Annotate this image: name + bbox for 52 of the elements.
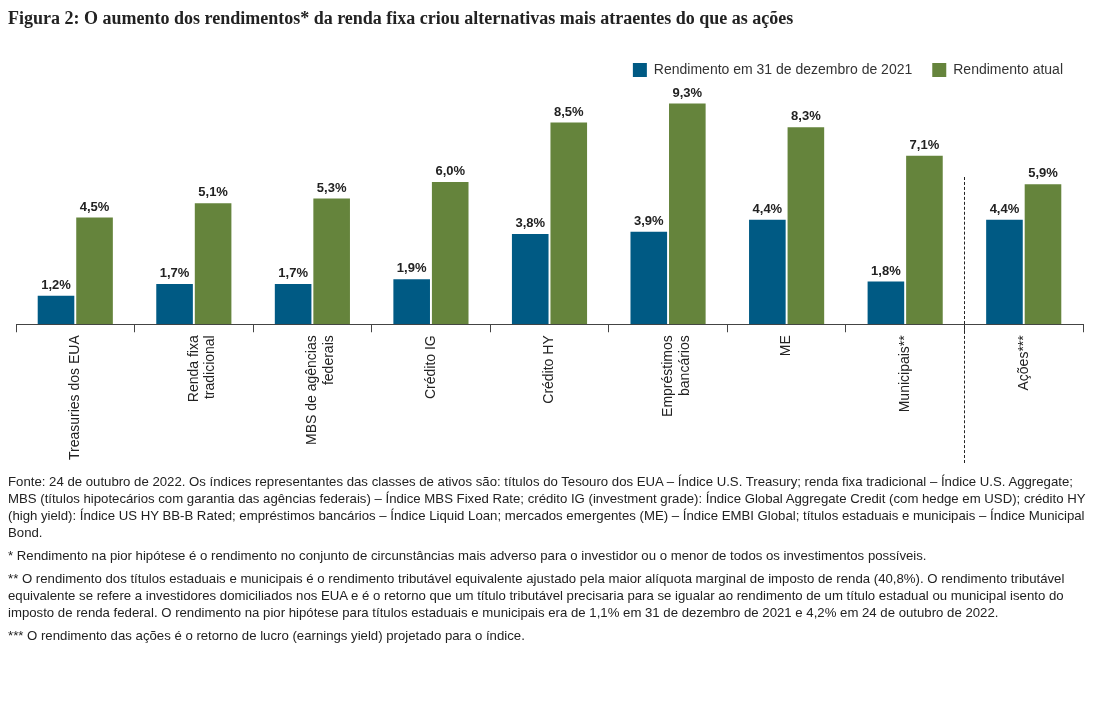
data-label: 9,3% — [672, 84, 703, 100]
data-label: 4,5% — [79, 198, 110, 214]
bar — [431, 181, 469, 325]
bar — [1024, 184, 1062, 325]
bar — [630, 231, 668, 325]
data-label: 1,8% — [871, 262, 902, 278]
x-tick-label: Municipais** — [896, 334, 913, 413]
data-label: 8,3% — [791, 108, 822, 124]
data-label: 4,4% — [752, 200, 783, 216]
bar — [274, 283, 312, 325]
x-tick-label: Renda fixa tradicional — [184, 335, 218, 403]
text: * Rendimento na pior hipótese é o rendimento no conjunto de circunstâncias mais adverso para o investidor ou o menor de todos os investimentos possíveis. — [8, 547, 928, 564]
legend-label: Rendimento em 31 de dezembro de 2021 — [653, 60, 913, 77]
bar — [393, 279, 430, 325]
legend-label: Rendimento atual — [953, 60, 1064, 77]
data-label: 3,9% — [633, 212, 665, 228]
source-note: Fonte: 24 de outubro de 2022. Os índices representantes das classes de ativos são: títulos do Tesouro dos EUA – Índice U.S. Treasury; renda fixa tradicional – Índice U.S. Aggregate; MBS (títulos hipotecários com garantia das agências federais) – Índice MBS Fixed Rate; crédito IG (investment grade): Índice Global Aggregate Credit (com hedge em USD); crédito HY (high yield): Índice US HY BB-B Rated; empréstimos bancários – Índice Liquid Loan; mercados emergentes (ME) – Índice EMBI Global; títulos estaduais e municipais – Índice Municipal Bond. — [8, 473, 1087, 541]
bar — [867, 281, 905, 325]
data-label: 7,1% — [909, 136, 940, 152]
data-label: 1,2% — [41, 276, 72, 292]
bar — [76, 217, 113, 325]
bar — [156, 283, 193, 325]
x-tick-label: Ações*** — [1014, 334, 1031, 391]
x-tick-label: Treasuries dos EUA — [66, 334, 83, 460]
bar — [986, 219, 1023, 325]
x-tick-label: MBS de agências federais — [303, 335, 337, 445]
data-label: 5,1% — [198, 184, 229, 200]
data-label: 1,9% — [396, 260, 427, 276]
bar — [313, 198, 350, 325]
data-label: 3,8% — [515, 215, 546, 231]
data-label: 1,7% — [278, 265, 309, 280]
x-tick-label: Crédito IG — [421, 335, 438, 400]
text: *** O rendimento das ações é o retorno de lucro (earnings yield) projetado para o índice. — [8, 627, 526, 644]
data-label: 5,9% — [1028, 165, 1059, 181]
bar — [749, 219, 786, 325]
bar — [550, 122, 588, 325]
text: ** O rendimento dos títulos estaduais e municipais é o rendimento tributável equivalente ajustado pela maior alíquota marginal de imposto de renda (40,8%). O rendimento tributável equivalente se refere a investidores domiciliados nos EUA e é o retorno que um título tributável precisaria para se igualar ao rendimento de um título estadual ou municipal isento do imposto de renda federal. O rendimento na pior hipótese para títulos estaduais e municipais era de 1,1% em 31 de dezembro de 2021 e 4,2% em 24 de outubro de 2022. — [8, 570, 1066, 621]
bar — [511, 234, 549, 325]
data-label: 4,4% — [989, 200, 1020, 216]
data-label: 1,7% — [159, 265, 190, 280]
x-tick-label: Empréstimos bancários — [658, 335, 692, 417]
data-label: 5,3% — [316, 179, 347, 195]
bar — [787, 127, 825, 325]
data-label: 8,5% — [553, 103, 585, 119]
x-tick-label: Crédito HY — [540, 334, 557, 404]
bar — [906, 155, 943, 325]
data-label: 6,0% — [435, 162, 466, 178]
chart-title: Figura 2: O aumento dos rendimentos* da renda fixa criou alternativas mais atraentes do que as ações — [8, 8, 795, 29]
bar — [669, 103, 706, 325]
bar — [194, 203, 232, 325]
x-tick-label: ME — [777, 335, 794, 357]
bar — [37, 295, 75, 325]
